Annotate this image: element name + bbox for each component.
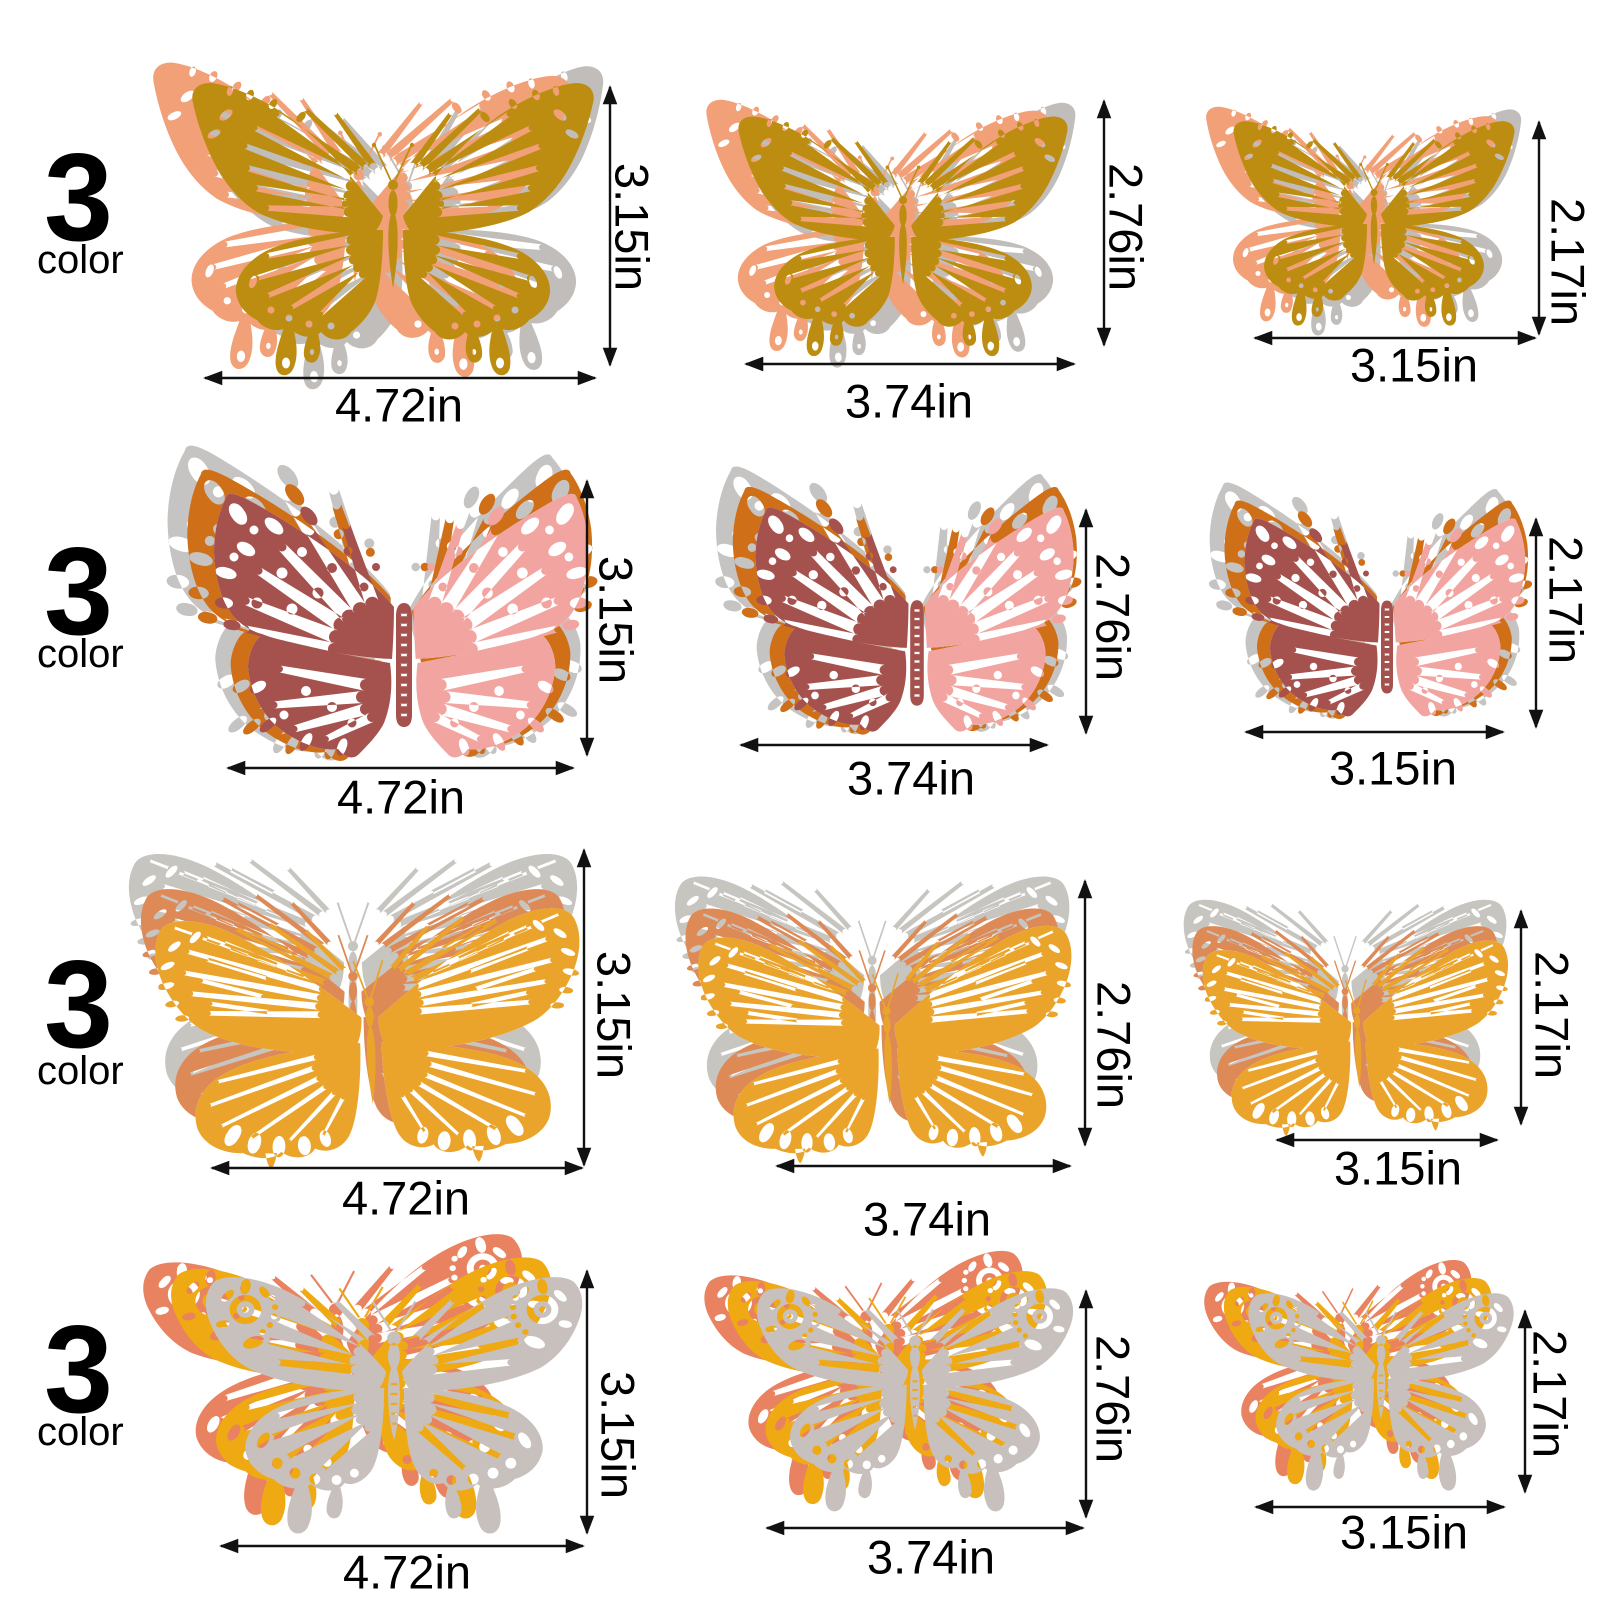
svg-text:4.72in: 4.72in: [343, 1546, 471, 1599]
svg-text:3: 3: [44, 129, 113, 267]
svg-text:3.15in: 3.15in: [1340, 1506, 1468, 1559]
svg-text:3.15in: 3.15in: [1334, 1142, 1462, 1195]
svg-text:color: color: [37, 1410, 124, 1454]
svg-text:3.15in: 3.15in: [592, 1371, 645, 1499]
svg-text:3.15in: 3.15in: [588, 951, 641, 1079]
svg-text:4.72in: 4.72in: [337, 771, 465, 824]
svg-text:3.15in: 3.15in: [606, 163, 659, 291]
svg-text:2.76in: 2.76in: [1088, 981, 1141, 1109]
svg-text:color: color: [37, 1049, 124, 1093]
svg-text:2.17in: 2.17in: [1542, 198, 1595, 326]
svg-text:color: color: [37, 238, 124, 282]
svg-text:2.17in: 2.17in: [1526, 951, 1579, 1079]
svg-text:color: color: [37, 632, 124, 676]
svg-text:3.74in: 3.74in: [863, 1193, 991, 1246]
svg-text:3.15in: 3.15in: [1329, 742, 1457, 795]
svg-text:3: 3: [44, 936, 113, 1074]
svg-text:3.74in: 3.74in: [847, 752, 975, 805]
svg-text:4.72in: 4.72in: [342, 1172, 470, 1225]
svg-text:2.76in: 2.76in: [1087, 1335, 1140, 1463]
svg-text:3: 3: [44, 523, 113, 661]
svg-text:3.15in: 3.15in: [590, 556, 643, 684]
svg-text:3.74in: 3.74in: [867, 1531, 995, 1584]
svg-text:3.74in: 3.74in: [845, 375, 973, 428]
svg-text:4.72in: 4.72in: [335, 379, 463, 432]
svg-text:2.76in: 2.76in: [1100, 163, 1153, 291]
svg-text:2.17in: 2.17in: [1524, 1330, 1577, 1458]
svg-text:3.15in: 3.15in: [1350, 339, 1478, 392]
svg-text:2.17in: 2.17in: [1540, 536, 1593, 664]
svg-text:2.76in: 2.76in: [1087, 553, 1140, 681]
svg-text:3: 3: [44, 1301, 113, 1439]
